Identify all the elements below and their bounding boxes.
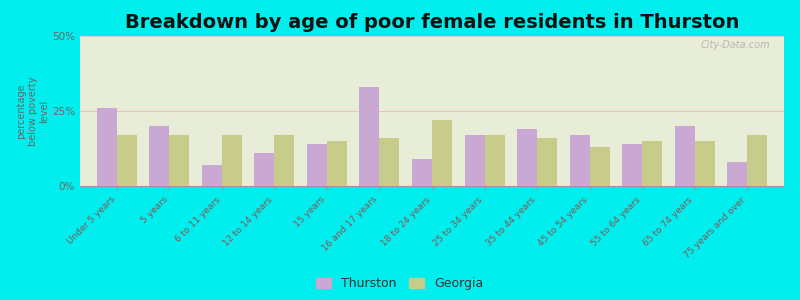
Bar: [412, 159, 432, 186]
Legend: Thurston, Georgia: Thurston, Georgia: [313, 273, 487, 294]
Bar: [254, 153, 274, 186]
Bar: [379, 138, 399, 186]
Bar: [222, 135, 242, 186]
Bar: [202, 165, 222, 186]
Title: Breakdown by age of poor female residents in Thurston: Breakdown by age of poor female resident…: [125, 13, 739, 32]
Bar: [537, 138, 557, 186]
Bar: [359, 87, 379, 186]
Bar: [307, 144, 327, 186]
Bar: [622, 144, 642, 186]
Bar: [117, 135, 137, 186]
Y-axis label: percentage
below poverty
level: percentage below poverty level: [16, 76, 50, 146]
Bar: [327, 141, 347, 186]
Bar: [97, 108, 117, 186]
Bar: [590, 147, 610, 186]
Bar: [465, 135, 485, 186]
Bar: [485, 135, 505, 186]
Text: City-Data.com: City-Data.com: [700, 40, 770, 50]
Bar: [747, 135, 767, 186]
Bar: [517, 129, 537, 186]
Bar: [432, 120, 452, 186]
Bar: [570, 135, 590, 186]
Bar: [170, 135, 190, 186]
Bar: [727, 162, 747, 186]
Bar: [674, 126, 694, 186]
Bar: [694, 141, 714, 186]
Bar: [642, 141, 662, 186]
Bar: [274, 135, 294, 186]
Bar: [150, 126, 170, 186]
